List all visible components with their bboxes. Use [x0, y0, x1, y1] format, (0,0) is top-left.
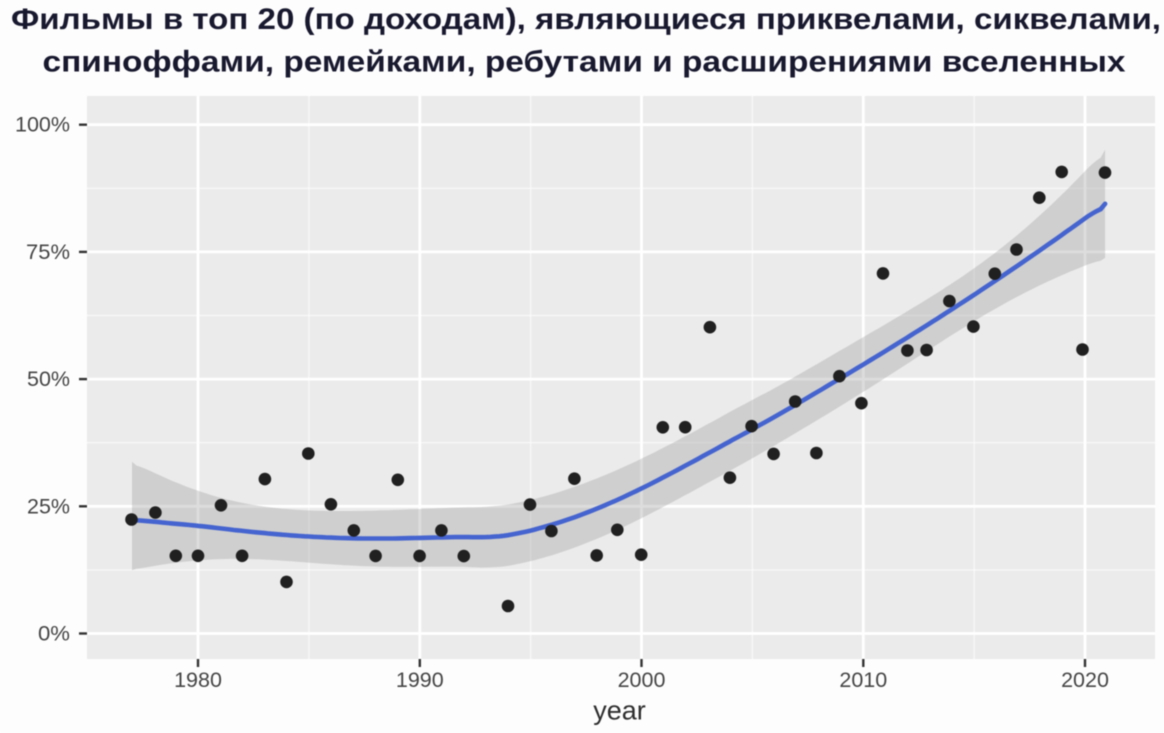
svg-text:25%: 25%: [27, 494, 70, 518]
svg-text:Фильмы в топ 20 (по доходам),: Фильмы в топ 20 (по доходам), являющиеся…: [11, 3, 1161, 36]
svg-text:100%: 100%: [15, 113, 70, 137]
svg-text:50%: 50%: [27, 367, 70, 391]
svg-text:0%: 0%: [38, 622, 70, 646]
svg-text:2020: 2020: [1061, 668, 1109, 692]
svg-text:спиноффами, ремейками, ребутам: спиноффами, ремейками, ребутами и расшир…: [43, 46, 1126, 79]
svg-text:1990: 1990: [396, 668, 444, 692]
svg-text:75%: 75%: [26, 240, 70, 264]
svg-text:2010: 2010: [839, 668, 887, 692]
svg-text:1980: 1980: [174, 668, 222, 692]
svg-text:year: year: [593, 696, 646, 726]
svg-text:2000: 2000: [618, 668, 666, 692]
